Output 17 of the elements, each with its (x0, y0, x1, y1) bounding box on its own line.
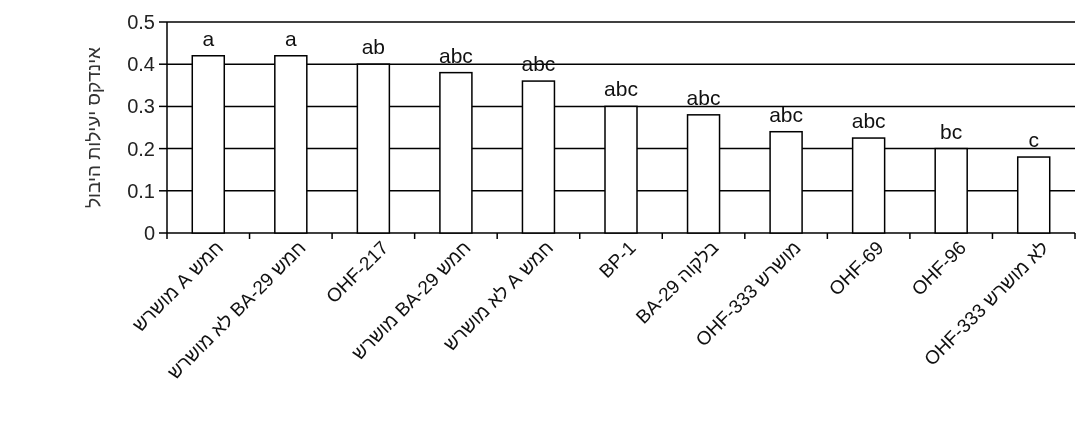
y-axis-title: אינדקס יעילות היבול (83, 46, 104, 209)
y-tick-label: 0.3 (127, 95, 155, 118)
annotation: abc (851, 109, 886, 133)
annotation: abc (686, 85, 721, 109)
y-tick-label: 0.2 (127, 137, 155, 160)
annotation: ab (361, 35, 386, 59)
annotation: a (284, 26, 297, 50)
annotation: abc (604, 77, 638, 101)
annotation: bc (940, 119, 963, 143)
y-tick-label: 0.4 (127, 53, 155, 76)
y-tick-label: 0 (143, 222, 155, 244)
y-tick-label: 0.1 (127, 179, 155, 202)
annotation: abc (438, 43, 473, 67)
annotation: c (1028, 128, 1039, 152)
annotation: abc (769, 102, 804, 126)
annotation: a (202, 26, 215, 50)
y-tick-label: 0.5 (127, 11, 155, 33)
